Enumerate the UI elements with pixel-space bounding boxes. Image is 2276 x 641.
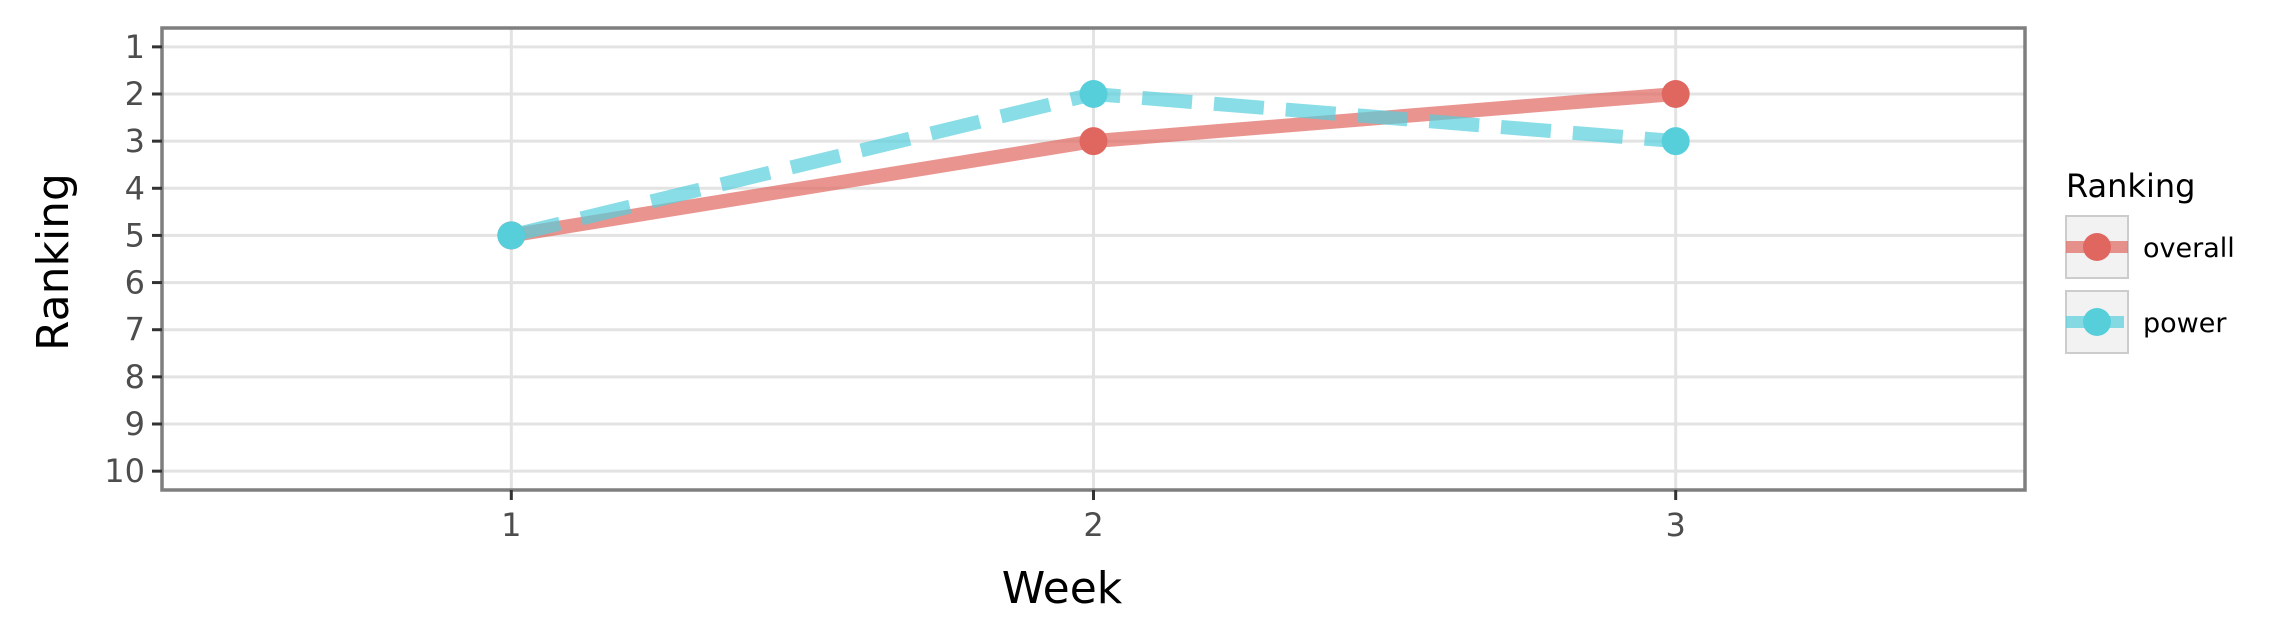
legend-key-overall: overall [2065,215,2235,279]
y-tick-label: 10 [104,452,145,490]
data-point-power [497,221,526,250]
legend-key-point [2083,233,2111,261]
y-tick-label: 5 [125,216,145,254]
y-tick-label: 4 [125,169,145,207]
x-tick-label: 2 [1083,506,1103,544]
y-tick-label: 3 [125,122,145,160]
legend-label-power: power [2143,308,2227,339]
legend-title: Ranking [2066,167,2195,205]
data-point-power [1079,80,1108,108]
legend-key-point [2083,308,2111,336]
legend-label-overall: overall [2143,233,2235,264]
x-tick-label: 3 [1666,506,1686,544]
y-tick-label: 8 [125,358,145,396]
series-layer [497,80,1690,250]
y-tick-label: 2 [125,75,145,113]
data-point-power [1661,127,1690,156]
y-tick-label: 1 [125,28,145,66]
y-axis-title: Ranking [28,173,79,351]
legend: Ranking overall power [2065,167,2235,354]
series-points [497,80,1690,250]
legend-key-power: power [2065,290,2227,354]
x-tick-label: 1 [501,506,521,544]
x-axis: 1 2 3 [501,490,1686,544]
x-axis-title: Week [1002,563,1123,614]
data-point-overall [1079,127,1108,156]
data-point-overall [1661,80,1690,108]
y-tick-label: 9 [125,405,145,443]
y-tick-label: 6 [125,264,145,302]
y-axis: 1 2 3 4 5 6 7 8 9 10 [104,28,162,490]
y-tick-label: 7 [125,311,145,349]
